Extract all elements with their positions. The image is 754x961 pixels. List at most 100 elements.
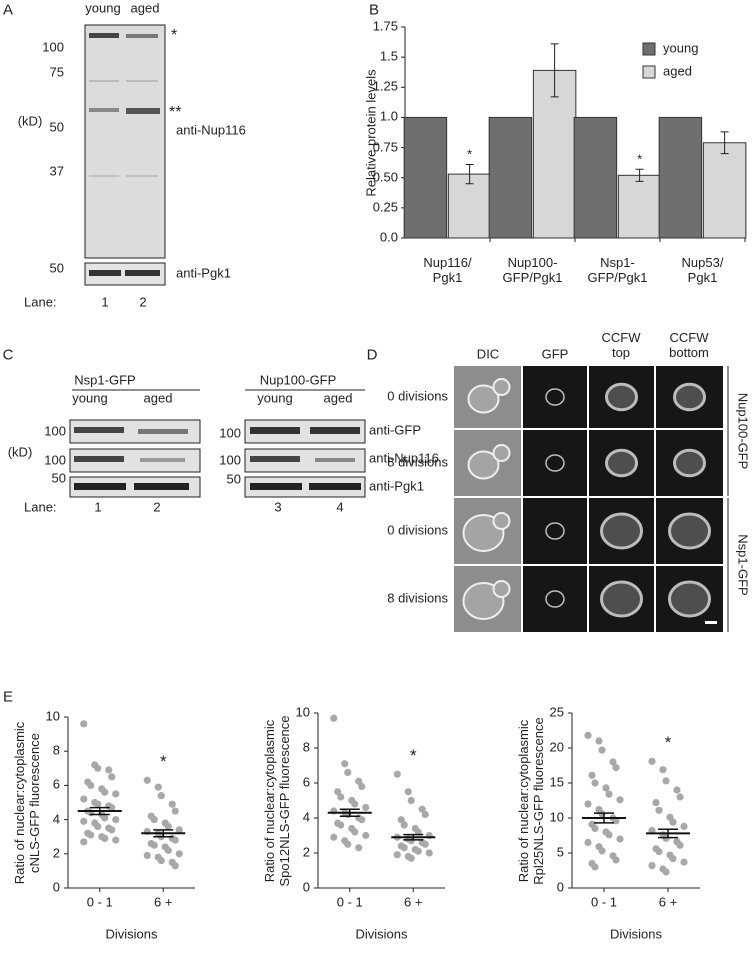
lane-label: Lane: <box>24 499 57 515</box>
strain-label: Nup100-GFP <box>259 372 337 388</box>
data-point <box>673 786 681 794</box>
blot <box>244 419 366 444</box>
data-point <box>143 776 151 784</box>
data-point <box>108 804 116 812</box>
band <box>74 483 126 490</box>
data-point <box>362 803 370 812</box>
data-point <box>397 816 405 824</box>
y-axis-label: Ratio of nuclear:cytoplasmic Spo12NLS-GF… <box>262 714 292 887</box>
data-point <box>418 805 426 813</box>
row-label: 0 divisions <box>387 522 448 538</box>
data-point <box>609 758 617 766</box>
x-axis-label: Divisions <box>355 926 408 942</box>
data-point <box>358 816 366 824</box>
cell <box>467 450 500 480</box>
data-point <box>655 806 663 814</box>
x-tick-label: 6 + <box>404 894 423 910</box>
band <box>125 270 160 276</box>
x-axis-label: Divisions <box>105 926 158 942</box>
y-axis-label: Relative protein levels <box>363 68 379 197</box>
data-point <box>612 764 620 772</box>
significance-marker: * <box>637 151 643 167</box>
mw-marker: 100 <box>219 425 241 441</box>
data-point <box>108 826 116 834</box>
bar <box>658 116 703 239</box>
lane-header: young <box>72 390 108 406</box>
data-point <box>595 737 603 745</box>
band <box>315 458 355 462</box>
panel-label: C <box>2 346 14 364</box>
data-point <box>157 857 165 865</box>
lane-header: aged <box>323 390 353 406</box>
y-axis-label: Ratio of nuclear:cytoplasmic cNLS-GFP fl… <box>12 721 42 884</box>
error-bar <box>465 163 474 185</box>
panel-label: B <box>368 1 380 19</box>
cell-signal <box>600 512 643 550</box>
data-point <box>154 783 162 791</box>
data-point <box>648 862 656 870</box>
data-point <box>616 835 624 843</box>
legend-swatch <box>642 65 656 79</box>
cell-signal <box>545 454 565 472</box>
band <box>89 270 121 276</box>
data-point <box>112 836 120 844</box>
data-point <box>157 792 165 800</box>
data-point <box>588 771 596 779</box>
y-tick-label: 0.50 <box>372 169 398 185</box>
data-point <box>407 854 415 862</box>
cell <box>467 384 500 414</box>
data-point <box>591 863 599 871</box>
band-marker: * <box>171 26 178 44</box>
x-axis-label: Divisions <box>609 926 663 942</box>
data-point <box>414 828 422 836</box>
data-point <box>344 840 352 848</box>
data-point <box>351 800 359 808</box>
mw-marker: 100 <box>44 452 66 468</box>
cell <box>492 444 511 462</box>
y-tick-label: 0 <box>556 879 564 895</box>
data-point <box>407 796 415 805</box>
y-tick-label: 0 <box>302 879 310 895</box>
antibody-label: anti-Pgk1 <box>369 478 424 494</box>
y-tick-label: 20 <box>549 739 564 755</box>
error-bar <box>635 168 644 182</box>
data-point <box>662 868 670 876</box>
cell <box>492 580 511 598</box>
lane-header: young <box>85 0 121 16</box>
mw-marker: 50 <box>49 119 64 135</box>
x-tick-label: 0 - 1 <box>590 894 618 910</box>
blot <box>244 476 366 498</box>
micrograph <box>523 498 587 564</box>
y-tick-label: 8 <box>52 742 60 758</box>
mw-marker: 100 <box>44 423 66 439</box>
data-point <box>393 770 401 778</box>
data-point <box>87 781 95 790</box>
y-tick-label: 6 <box>52 776 60 792</box>
y-tick-label: 0.0 <box>379 229 398 245</box>
antibody-label: anti-Pgk1 <box>176 265 231 281</box>
bar <box>573 116 618 239</box>
data-point <box>676 841 684 849</box>
data-point <box>612 856 620 864</box>
data-point <box>669 818 677 826</box>
cell <box>492 512 511 530</box>
data-point <box>680 858 688 866</box>
data-point <box>400 821 408 829</box>
cell-signal <box>545 522 565 540</box>
bar <box>403 116 448 239</box>
y-tick-label: 0.75 <box>372 139 398 155</box>
blot <box>69 448 201 473</box>
data-point <box>351 828 359 836</box>
data-point <box>341 760 349 768</box>
data-point <box>421 840 429 848</box>
data-point <box>676 793 684 801</box>
bar <box>702 142 747 239</box>
y-tick-label: 2 <box>52 845 60 861</box>
band <box>89 108 119 112</box>
band <box>89 33 119 38</box>
micrograph <box>523 430 587 496</box>
data-point <box>355 777 363 785</box>
panel-label: D <box>366 346 378 364</box>
x-tick-label: Nup100- GFP/Pgk1 <box>502 255 563 285</box>
